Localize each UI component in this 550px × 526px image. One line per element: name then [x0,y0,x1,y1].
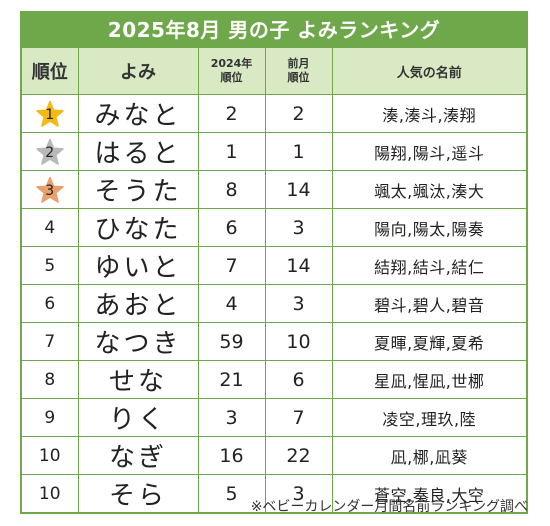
header-rank-2024-line1: 2024年 [210,57,253,70]
rank-prev-cell: 22 [264,436,333,475]
rank-2024-cell: 1 [197,132,266,171]
rank-2024-cell: 5 [197,474,266,512]
yomi-cell: なぎ [77,436,199,475]
rank-2024-cell: 16 [197,436,266,475]
rank-cell: 8 [22,360,79,399]
rank-cell: 3 [22,170,79,209]
rank-2024-cell: 21 [197,360,266,399]
table-row: 10 なぎ 16 22 凪,梛,凪葵 [22,436,526,475]
header-rank-2024-line2: 順位 [220,71,243,84]
popular-names-cell: 陽翔,陽斗,遥斗 [331,132,526,171]
table-row: 9 りく 3 7 凌空,理玖,陸 [22,398,526,437]
table-row: 2 はると 1 1 陽翔,陽斗,遥斗 [22,132,526,171]
popular-names-cell: 蒼空,奏良,大空 [331,474,526,512]
rank-cell: 10 [22,474,79,512]
silver-star-icon: 2 [35,138,65,166]
popular-names-cell: 陽向,陽太,陽奏 [331,208,526,247]
ranking-table-frame: 2025年8月 男の子 よみランキング 順位 よみ 2024年 順位 前月 順位… [20,11,528,514]
yomi-cell: あおと [77,284,199,323]
table-row: 6 あおと 4 3 碧斗,碧人,碧音 [22,284,526,323]
rank-cell: 4 [22,208,79,247]
table-header-row: 順位 よみ 2024年 順位 前月 順位 人気の名前 [22,47,526,95]
gold-star-icon: 1 [35,100,65,128]
popular-names-cell: 夏暉,夏輝,夏希 [331,322,526,361]
popular-names-cell: 湊,湊斗,湊翔 [331,94,526,133]
rank-prev-cell: 14 [264,246,333,285]
popular-names-cell: 碧斗,碧人,碧音 [331,284,526,323]
popular-names-cell: 結翔,結斗,結仁 [331,246,526,285]
rank-cell: 7 [22,322,79,361]
table-row: 7 なつき 59 10 夏暉,夏輝,夏希 [22,322,526,361]
yomi-cell: ゆいと [77,246,199,285]
rank-cell: 5 [22,246,79,285]
rank-prev-cell: 7 [264,398,333,437]
bronze-star-icon: 3 [35,176,65,204]
table-row: 1 みなと 2 2 湊,湊斗,湊翔 [22,94,526,133]
rank-prev-cell: 3 [264,474,333,512]
rank-2024-cell: 7 [197,246,266,285]
rank-2024-cell: 3 [197,398,266,437]
yomi-cell: せな [77,360,199,399]
rank-cell: 9 [22,398,79,437]
header-popular-names: 人気の名前 [331,47,526,95]
rank-value: 2 [45,144,55,161]
table-row: 5 ゆいと 7 14 結翔,結斗,結仁 [22,246,526,285]
ranking-table: 順位 よみ 2024年 順位 前月 順位 人気の名前 1 みなと 2 2 湊,湊斗,湊翔… [22,47,526,512]
rank-prev-cell: 6 [264,360,333,399]
rank-value: 1 [45,106,55,123]
rank-2024-cell: 8 [197,170,266,209]
rank-prev-cell: 14 [264,170,333,209]
yomi-cell: りく [77,398,199,437]
yomi-cell: はると [77,132,199,171]
source-footnote: ※ベビーカレンダー月間名前ランキング調べ [250,499,528,515]
yomi-cell: みなと [77,94,199,133]
rank-cell: 2 [22,132,79,171]
rank-cell: 1 [22,94,79,133]
popular-names-cell: 颯太,颯汰,湊大 [331,170,526,209]
rank-2024-cell: 59 [197,322,266,361]
header-rank-prev-line2: 順位 [287,71,310,84]
popular-names-cell: 凪,梛,凪葵 [331,436,526,475]
rank-2024-cell: 6 [197,208,266,247]
yomi-cell: そら [77,474,199,512]
header-rank-prev-line1: 前月 [287,57,310,70]
table-row: 10 そら 5 3 蒼空,奏良,大空 [22,474,526,512]
header-yomi: よみ [77,47,199,95]
rank-prev-cell: 3 [264,284,333,323]
header-rank-2024: 2024年 順位 [197,47,266,95]
rank-prev-cell: 3 [264,208,333,247]
popular-names-cell: 星凪,惺凪,世梛 [331,360,526,399]
rank-prev-cell: 2 [264,94,333,133]
popular-names-cell: 凌空,理玖,陸 [331,398,526,437]
rank-2024-cell: 4 [197,284,266,323]
rank-prev-cell: 10 [264,322,333,361]
table-row: 4 ひなた 6 3 陽向,陽太,陽奏 [22,208,526,247]
yomi-cell: なつき [77,322,199,361]
table-row: 8 せな 21 6 星凪,惺凪,世梛 [22,360,526,399]
header-rank-prev: 前月 順位 [264,47,333,95]
table-row: 3 そうた 8 14 颯太,颯汰,湊大 [22,170,526,209]
header-rank: 順位 [22,47,79,95]
yomi-cell: そうた [77,170,199,209]
rank-cell: 10 [22,436,79,475]
ranking-title: 2025年8月 男の子 よみランキング [22,13,526,47]
rank-value: 3 [45,182,55,199]
yomi-cell: ひなた [77,208,199,247]
rank-prev-cell: 1 [264,132,333,171]
rank-cell: 6 [22,284,79,323]
rank-2024-cell: 2 [197,94,266,133]
